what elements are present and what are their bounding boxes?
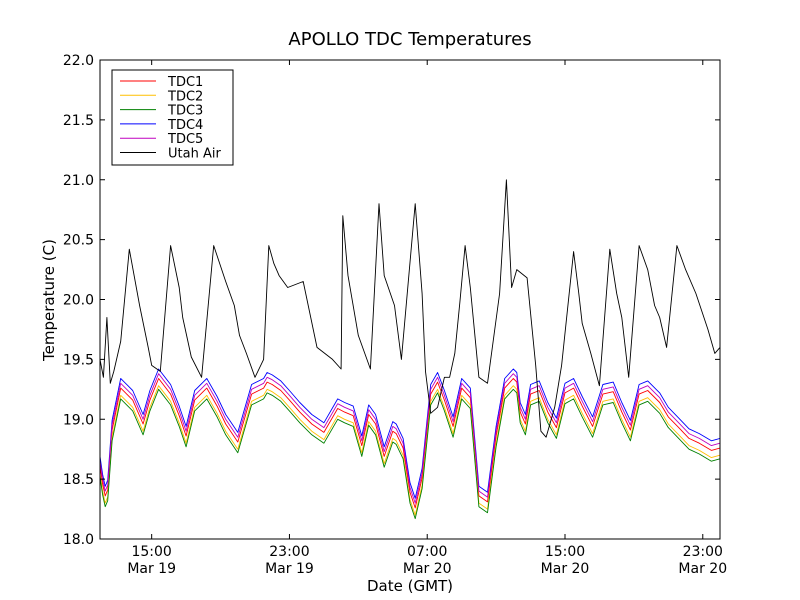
series-line-tdc1 <box>100 378 720 509</box>
x-tick-date-label: Mar 20 <box>403 561 452 577</box>
series-line-tdc3 <box>100 388 720 520</box>
x-tick-date-label: Mar 20 <box>678 561 727 577</box>
y-tick-label: 18.5 <box>63 472 94 488</box>
y-tick-label: 20.0 <box>63 293 94 309</box>
y-tick-label: 21.5 <box>63 113 94 129</box>
x-tick-date-label: Mar 20 <box>541 561 590 577</box>
chart-title: APOLLO TDC Temperatures <box>288 29 531 50</box>
plot-area <box>100 179 720 520</box>
series-line-utah-air <box>100 179 720 438</box>
x-tick-time-label: 15:00 <box>545 544 585 560</box>
y-tick-label: 21.0 <box>63 173 94 189</box>
y-tick-label: 22.0 <box>63 53 94 69</box>
x-tick-time-label: 07:00 <box>407 544 447 560</box>
y-tick-label: 19.5 <box>63 352 94 368</box>
series-line-tdc5 <box>100 373 720 504</box>
series-line-tdc4 <box>100 368 720 499</box>
legend-label-utah-air: Utah Air <box>168 147 221 162</box>
legend-label-tdc5: TDC5 <box>167 132 203 147</box>
x-tick-date-label: Mar 19 <box>265 561 314 577</box>
y-tick-label: 19.0 <box>63 412 94 428</box>
legend-label-tdc3: TDC3 <box>167 104 203 119</box>
legend-label-tdc2: TDC2 <box>167 89 203 104</box>
y-axis-label: Temperature (C) <box>40 239 58 362</box>
x-tick-time-label: 23:00 <box>269 544 309 560</box>
legend-label-tdc4: TDC4 <box>167 118 203 133</box>
y-tick-label: 20.5 <box>63 233 94 249</box>
x-tick-date-label: Mar 19 <box>127 561 176 577</box>
x-axis-label: Date (GMT) <box>367 577 453 595</box>
series-line-tdc2 <box>100 385 720 516</box>
legend-box <box>111 69 234 166</box>
x-tick-time-label: 15:00 <box>131 544 171 560</box>
legend-label-tdc1: TDC1 <box>167 75 203 90</box>
x-tick-time-label: 23:00 <box>683 544 723 560</box>
y-tick-label: 18.0 <box>63 532 94 548</box>
